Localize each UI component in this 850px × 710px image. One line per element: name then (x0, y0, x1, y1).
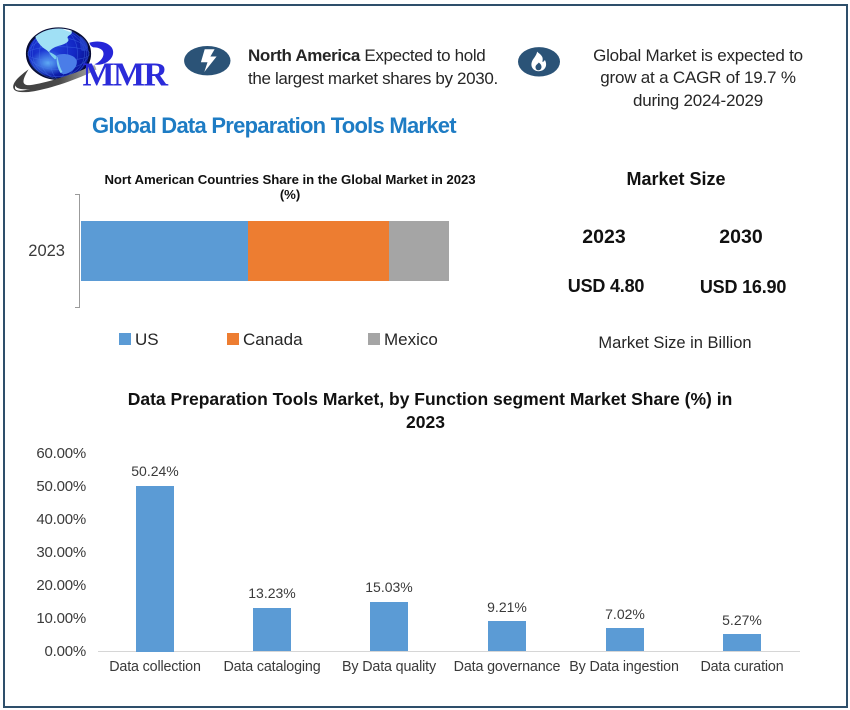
svg-text:MMR: MMR (83, 56, 169, 93)
